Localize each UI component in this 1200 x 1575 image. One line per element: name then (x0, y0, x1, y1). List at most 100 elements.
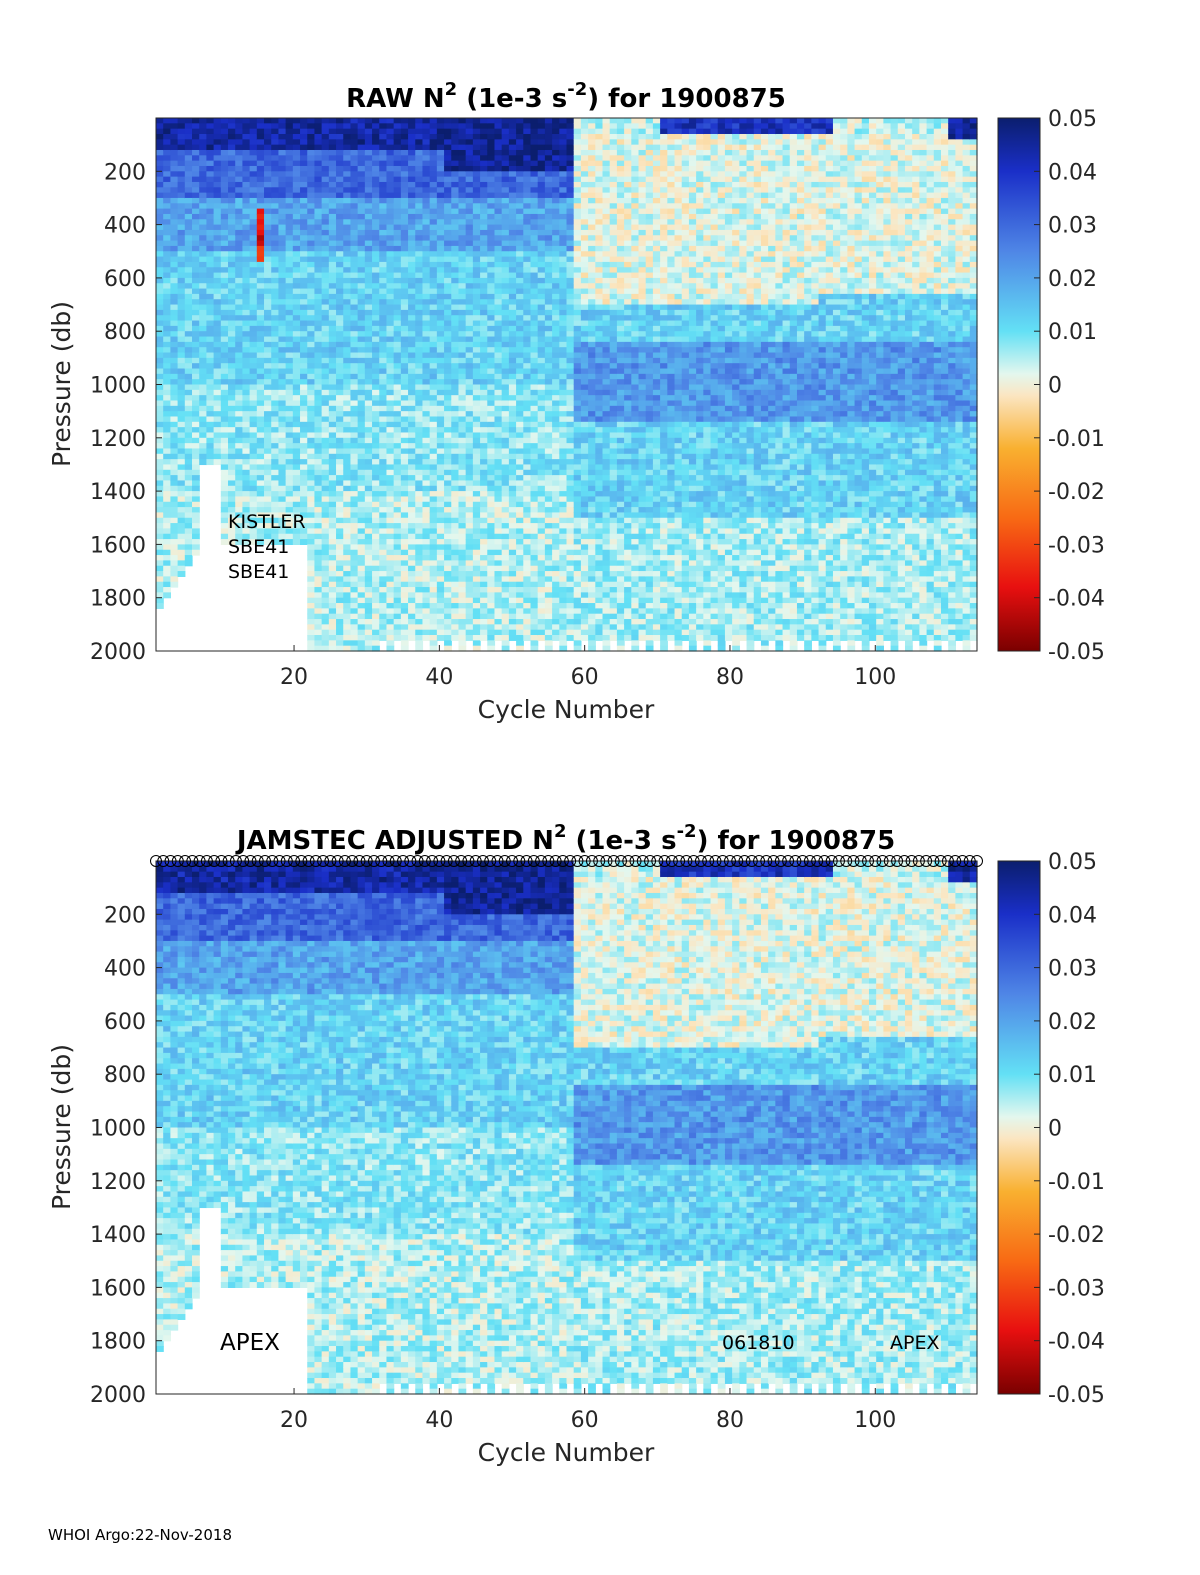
heatmap-cell (199, 118, 208, 124)
heatmap-cell (501, 464, 510, 471)
heatmap-cell (523, 331, 532, 338)
heatmap-cell (350, 219, 359, 226)
heatmap-cell (163, 277, 171, 284)
heatmap-cell (400, 171, 409, 178)
heatmap-cell (307, 597, 316, 604)
heatmap-cell (451, 368, 460, 375)
heatmap-cell (343, 251, 352, 258)
heatmap-cell (357, 619, 366, 625)
heatmap-cell (436, 336, 445, 343)
heatmap-cell (213, 363, 222, 370)
heatmap-cell (350, 443, 359, 450)
heatmap-cell (379, 283, 388, 290)
heatmap-cell (170, 304, 179, 311)
heatmap-cell (307, 448, 316, 455)
heatmap-cell (429, 251, 438, 258)
heatmap-cell (343, 480, 352, 487)
heatmap-cell (314, 277, 323, 284)
heatmap-cell (357, 533, 366, 540)
heatmap-cell (451, 267, 460, 274)
heatmap-cell (400, 219, 409, 226)
heatmap-cell (242, 427, 251, 434)
heatmap-cell (422, 336, 431, 343)
heatmap-cell (343, 613, 352, 620)
heatmap-cell (451, 118, 460, 124)
heatmap-cell (393, 613, 402, 620)
heatmap-cell (328, 251, 337, 258)
heatmap-cell (285, 208, 294, 215)
heatmap-cell (393, 496, 402, 503)
heatmap-cell (516, 373, 524, 380)
heatmap-cell (501, 448, 510, 455)
heatmap-cell (357, 118, 366, 124)
heatmap-cell (192, 389, 200, 396)
heatmap-cell (220, 533, 229, 540)
heatmap-cell (177, 224, 186, 231)
heatmap-cell (494, 571, 503, 577)
heatmap-cell (451, 197, 460, 204)
heatmap-cell (343, 597, 352, 604)
heatmap-cell (292, 533, 301, 540)
heatmap-cell (487, 629, 496, 636)
heatmap-cell (156, 272, 164, 279)
heatmap-cell (400, 464, 409, 471)
heatmap-cell (184, 405, 193, 412)
heatmap-cell (400, 496, 409, 503)
heatmap-cell (364, 176, 373, 183)
heatmap-cell (228, 118, 236, 124)
heatmap-cell (249, 373, 258, 380)
heatmap-cell (386, 144, 395, 151)
heatmap-cell (451, 149, 460, 156)
heatmap-cell (271, 341, 280, 348)
heatmap-cell (278, 357, 287, 364)
heatmap-cell (177, 416, 186, 423)
heatmap-cell (350, 597, 359, 604)
heatmap-cell (343, 411, 352, 418)
heatmap-cell (508, 320, 517, 327)
heatmap-cell (516, 549, 524, 556)
heatmap-cell (436, 581, 445, 588)
heatmap-cell (523, 368, 532, 375)
heatmap-cell (537, 272, 546, 279)
heatmap-cell (516, 533, 524, 540)
heatmap-cell (429, 144, 438, 151)
heatmap-cell (357, 544, 366, 551)
heatmap-cell (300, 448, 308, 455)
heatmap-cell (523, 293, 532, 300)
heatmap-cell (328, 267, 337, 274)
heatmap-cell (163, 400, 171, 407)
heatmap-cell (170, 357, 179, 364)
heatmap-cell (379, 139, 388, 146)
heatmap-cell (408, 144, 416, 151)
heatmap-cell (199, 123, 208, 130)
heatmap-cell (307, 176, 316, 183)
heatmap-cell (508, 165, 517, 172)
heatmap-cell (264, 443, 272, 450)
heatmap-cell (307, 592, 316, 599)
heatmap-cell (379, 448, 388, 455)
heatmap-cell (537, 128, 546, 135)
heatmap-cell (249, 395, 258, 402)
heatmap-cell (357, 283, 366, 290)
heatmap-cell (350, 224, 359, 231)
heatmap-cell (177, 571, 186, 577)
heatmap-cell (213, 448, 222, 455)
heatmap-cell (372, 251, 380, 258)
heatmap-cell (537, 603, 546, 609)
heatmap-cell (300, 368, 308, 375)
heatmap-cell (508, 469, 517, 476)
heatmap-cell (472, 427, 481, 434)
heatmap-cell (422, 187, 431, 194)
heatmap-cell (487, 368, 496, 375)
heatmap-cell (314, 539, 323, 545)
heatmap-cell (163, 139, 171, 146)
heatmap-cell (220, 245, 229, 252)
heatmap-cell (249, 533, 258, 540)
heatmap-cell (184, 304, 193, 311)
heatmap-cell (393, 544, 402, 551)
heatmap-cell (444, 192, 452, 199)
heatmap-cell (336, 384, 344, 391)
heatmap-cell (278, 149, 287, 156)
heatmap-cell (285, 533, 294, 540)
heatmap-cell (228, 539, 236, 545)
